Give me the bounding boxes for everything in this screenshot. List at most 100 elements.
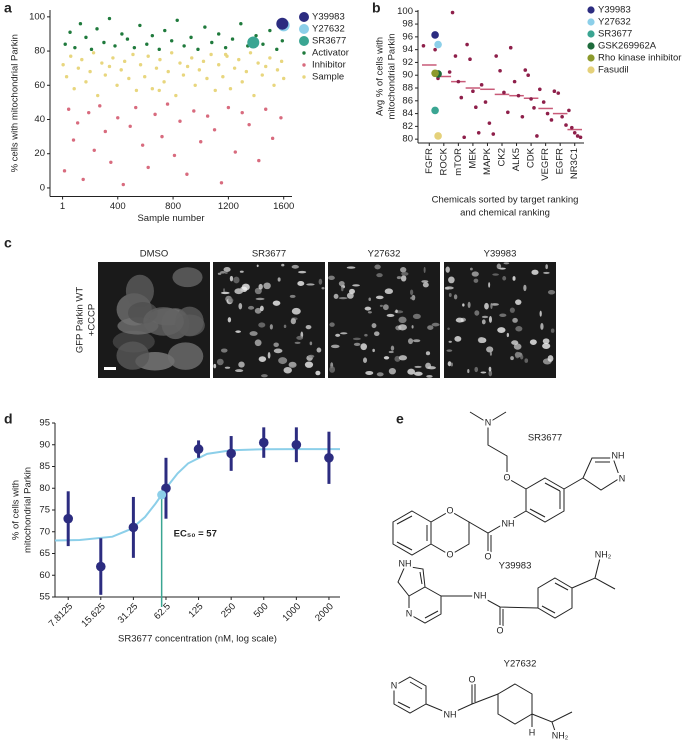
y-tick-label: 80 [39, 483, 50, 494]
point [223, 52, 228, 57]
atom: H [529, 727, 536, 737]
highlight-point [434, 132, 442, 140]
bond [571, 577, 616, 590]
y-tick-label: 75 [39, 505, 50, 516]
texture [444, 286, 454, 290]
y-axis-label: mitochondrial Parkin [23, 467, 34, 553]
texture [294, 341, 301, 344]
point [68, 30, 72, 34]
texture [365, 370, 374, 375]
atom: N [406, 608, 413, 618]
point [223, 45, 228, 50]
texture [125, 274, 154, 308]
point [270, 136, 275, 141]
legend-marker [302, 63, 306, 67]
point [134, 88, 139, 93]
point [63, 42, 67, 46]
texture [486, 346, 494, 353]
point [102, 40, 106, 45]
point [459, 95, 464, 100]
point [237, 57, 241, 62]
texture [339, 332, 348, 335]
bond [594, 557, 601, 579]
texture [261, 374, 268, 378]
point [541, 100, 546, 104]
texture [305, 324, 312, 330]
texture [376, 273, 383, 278]
x-tick-label: 1600 [273, 201, 294, 212]
ec50-point [157, 490, 167, 500]
texture [547, 355, 554, 362]
point [95, 561, 106, 572]
texture [290, 318, 296, 325]
texture [352, 284, 360, 287]
point [157, 47, 161, 52]
point [240, 110, 244, 115]
texture [283, 324, 287, 329]
legend-label: Inhibitor [312, 60, 346, 71]
x-tick-label: MAPK [482, 147, 493, 175]
point [433, 47, 437, 52]
y-tick-label: 60 [39, 570, 50, 581]
point [476, 130, 481, 135]
bond [563, 477, 584, 490]
legend-label: SR3677 [312, 36, 346, 47]
y-tick-label: 98 [402, 19, 413, 30]
point [122, 59, 127, 64]
texture [446, 349, 453, 352]
x-tick-label: ALK5 [511, 148, 522, 171]
texture [450, 362, 454, 367]
y-tick-label: 60 [34, 80, 45, 91]
texture [543, 271, 550, 274]
point [471, 89, 475, 94]
point [447, 70, 452, 74]
texture [473, 278, 479, 283]
y-tick-label: 96 [402, 31, 413, 42]
point [282, 76, 286, 81]
point [140, 143, 145, 147]
point [257, 158, 261, 163]
point [248, 51, 253, 55]
texture [499, 313, 507, 318]
point [145, 42, 149, 46]
point [95, 27, 99, 31]
panel-label: d [4, 411, 13, 427]
point [189, 35, 193, 40]
point [84, 80, 88, 84]
point [468, 57, 472, 62]
x-tick-label: ROCK [438, 147, 449, 175]
texture [388, 367, 396, 375]
structures [392, 411, 621, 735]
bond [468, 510, 527, 534]
texture [511, 340, 519, 345]
x-tick-label: 7.8125 [47, 601, 75, 629]
point [254, 33, 258, 38]
point [174, 93, 178, 98]
y-tick-label: 65 [39, 548, 50, 559]
texture [421, 280, 429, 283]
texture [514, 351, 520, 359]
texture [412, 313, 421, 319]
row-label: GFP Parkin WT [75, 287, 86, 354]
bond [551, 721, 557, 735]
texture [529, 339, 537, 346]
texture [220, 291, 230, 295]
point [181, 73, 186, 77]
point [217, 32, 221, 36]
point [264, 107, 268, 111]
texture [258, 322, 266, 328]
texture [308, 354, 315, 358]
x-tick-label: 31.25 [116, 601, 141, 626]
point [230, 37, 235, 41]
x-tick-label: 125 [186, 601, 205, 620]
y-tick-label: 40 [34, 114, 45, 125]
point [494, 54, 498, 58]
texture [386, 313, 395, 317]
texture [447, 327, 450, 331]
texture [447, 361, 452, 367]
texture [471, 271, 479, 277]
texture [220, 348, 228, 353]
texture [431, 322, 440, 327]
texture [396, 276, 402, 280]
point [150, 87, 155, 91]
